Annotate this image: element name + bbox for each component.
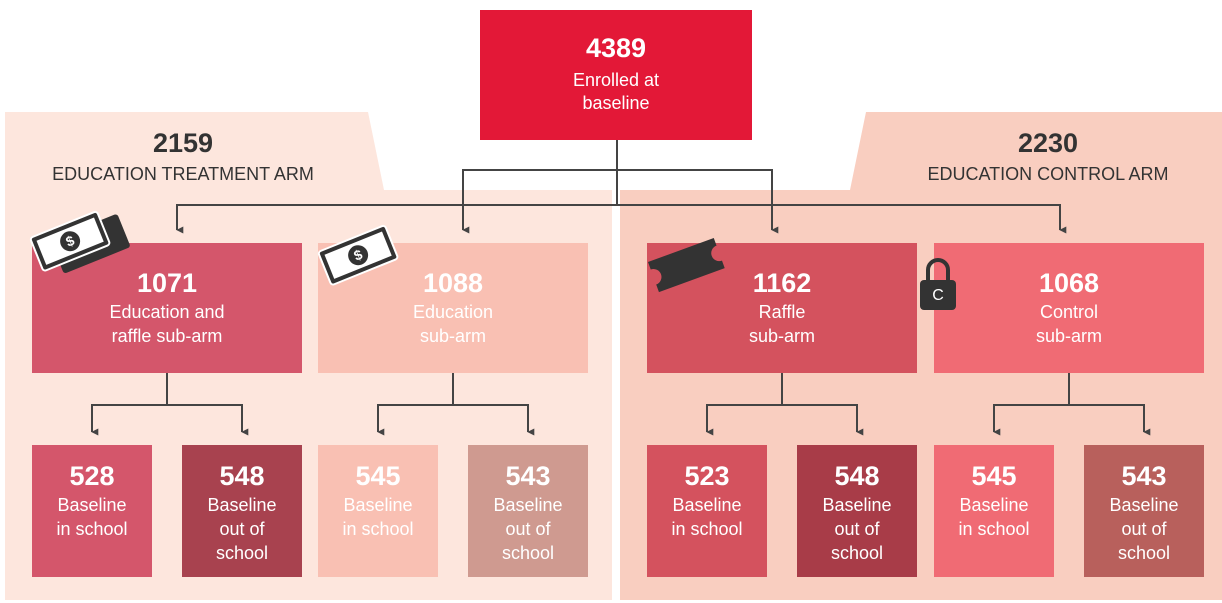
leaf-value: 523 (684, 461, 729, 491)
leaf-label: school (502, 543, 554, 563)
arm-label: EDUCATION TREATMENT ARM (52, 164, 314, 184)
leaf-label: school (831, 543, 883, 563)
subarm-label: sub-arm (420, 326, 486, 346)
leaf-label: out of (834, 519, 880, 539)
subarm-value: 1068 (1039, 268, 1099, 298)
money-icon: $ (317, 224, 399, 286)
subarm-box (934, 243, 1204, 373)
leaf-label: in school (958, 519, 1029, 539)
connector (462, 169, 779, 234)
leaf-box (182, 445, 302, 577)
arm-value: 2159 (153, 128, 213, 158)
leaf-value: 543 (1121, 461, 1166, 491)
root-label: baseline (582, 93, 649, 113)
connector (91, 404, 249, 436)
leaf-label: school (1118, 543, 1170, 563)
subarm-value: 1088 (423, 268, 483, 298)
leaf-label: Baseline (822, 495, 891, 515)
leaf-box (934, 445, 1054, 577)
leaf-box (797, 445, 917, 577)
leaf-label: in school (56, 519, 127, 539)
subarm-label: Education and (109, 302, 224, 322)
leaf-label: out of (219, 519, 265, 539)
subarm-label: Education (413, 302, 493, 322)
ticket-icon (648, 238, 725, 293)
leaf-label: out of (505, 519, 551, 539)
money-icon: $ (29, 210, 130, 274)
leaf-label: Baseline (57, 495, 126, 515)
subarm-value: 1162 (753, 268, 812, 298)
lock-label: C (932, 287, 944, 304)
control-panel (620, 112, 1222, 600)
leaf-box (32, 445, 152, 577)
subarm-label: Raffle (759, 302, 806, 322)
leaf-box (468, 445, 588, 577)
connector (176, 204, 1067, 234)
leaf-label: Baseline (493, 495, 562, 515)
arm-label: EDUCATION CONTROL ARM (927, 164, 1168, 184)
connector (993, 404, 1151, 436)
subarm-label: raffle sub-arm (112, 326, 223, 346)
leaf-label: in school (342, 519, 413, 539)
subarm-label: sub-arm (749, 326, 815, 346)
leaf-label: Baseline (672, 495, 741, 515)
leaf-label: Baseline (1109, 495, 1178, 515)
arm-value: 2230 (1018, 128, 1078, 158)
lock-icon: C (920, 258, 956, 310)
root-box (480, 10, 752, 140)
leaf-label: in school (671, 519, 742, 539)
treatment-panel (5, 112, 612, 600)
leaf-value: 548 (219, 461, 264, 491)
connector (706, 404, 864, 436)
leaf-value: 548 (834, 461, 879, 491)
leaf-label: school (216, 543, 268, 563)
connector (377, 404, 535, 436)
leaf-label: Baseline (207, 495, 276, 515)
leaf-value: 545 (355, 461, 400, 491)
subarm-label: sub-arm (1036, 326, 1102, 346)
root-label: Enrolled at (573, 70, 659, 90)
leaf-box (647, 445, 767, 577)
leaf-label: out of (1121, 519, 1167, 539)
leaf-label: Baseline (959, 495, 1028, 515)
root-value: 4389 (586, 33, 646, 63)
leaf-box (1084, 445, 1204, 577)
subarm-label: Control (1040, 302, 1098, 322)
leaf-label: Baseline (343, 495, 412, 515)
subarm-value: 1071 (137, 268, 197, 298)
leaf-box (318, 445, 438, 577)
leaf-value: 543 (505, 461, 550, 491)
leaf-value: 545 (971, 461, 1016, 491)
leaf-value: 528 (69, 461, 114, 491)
